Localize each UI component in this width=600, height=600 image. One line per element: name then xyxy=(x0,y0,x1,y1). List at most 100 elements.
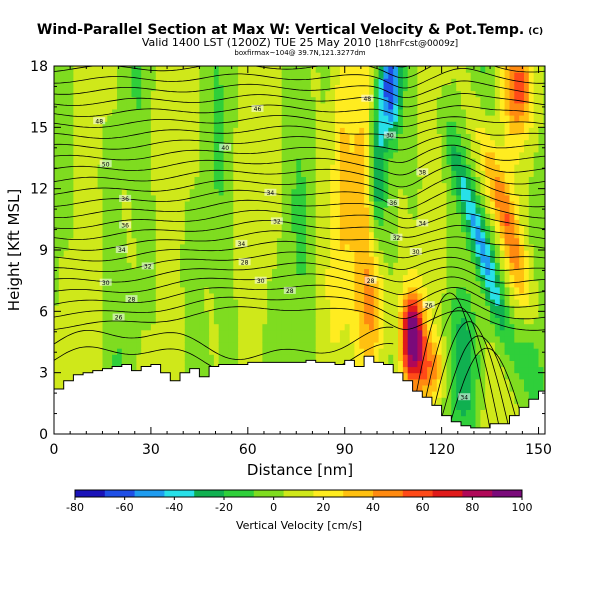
velocity-cell xyxy=(160,348,166,355)
velocity-cell xyxy=(146,231,152,239)
velocity-cell xyxy=(121,164,128,171)
velocity-cell xyxy=(339,348,346,355)
velocity-cell xyxy=(427,305,433,312)
velocity-cell xyxy=(436,335,443,343)
velocity-cell xyxy=(155,317,162,325)
velocity-cell xyxy=(378,127,384,134)
velocity-cell xyxy=(436,213,443,220)
velocity-cell xyxy=(112,170,118,177)
velocity-cell xyxy=(121,108,128,116)
velocity-cell xyxy=(446,133,452,141)
velocity-cell xyxy=(247,225,254,233)
velocity-cell xyxy=(87,164,94,171)
velocity-cell xyxy=(427,121,433,128)
velocity-cell xyxy=(417,335,423,343)
velocity-cell xyxy=(146,348,152,355)
velocity-cell xyxy=(247,280,254,288)
velocity-cell xyxy=(281,342,288,349)
velocity-cell xyxy=(417,329,423,337)
velocity-cell xyxy=(155,280,162,288)
velocity-cell xyxy=(398,225,404,233)
velocity-cell xyxy=(257,292,263,300)
velocity-cell xyxy=(180,268,186,276)
velocity-cell xyxy=(83,145,89,153)
velocity-cell xyxy=(354,243,360,251)
velocity-cell xyxy=(369,262,375,269)
velocity-cell xyxy=(281,151,288,159)
velocity-cell xyxy=(378,72,384,79)
velocity-cell xyxy=(335,311,341,318)
velocity-cell xyxy=(170,145,176,153)
velocity-cell xyxy=(78,323,84,331)
velocity-cell xyxy=(243,317,249,325)
velocity-cell xyxy=(296,194,302,202)
velocity-cell xyxy=(398,280,404,288)
velocity-cell xyxy=(73,317,79,325)
velocity-cell xyxy=(247,311,254,318)
velocity-cell xyxy=(320,342,326,349)
velocity-cell xyxy=(252,96,259,104)
velocity-cell xyxy=(252,354,259,361)
velocity-cell xyxy=(349,231,355,239)
velocity-cell xyxy=(92,170,99,177)
velocity-cell xyxy=(63,84,70,92)
velocity-cell xyxy=(335,170,341,177)
velocity-cell xyxy=(291,200,297,208)
velocity-cell xyxy=(315,329,322,337)
velocity-cell xyxy=(446,231,452,239)
velocity-cell xyxy=(325,72,331,79)
velocity-cell xyxy=(150,219,157,226)
velocity-cell xyxy=(301,182,307,190)
velocity-cell xyxy=(209,96,215,104)
velocity-cell xyxy=(276,78,283,85)
velocity-cell xyxy=(393,305,399,312)
velocity-cell xyxy=(180,102,186,110)
velocity-cell xyxy=(412,127,418,134)
velocity-cell xyxy=(417,213,423,220)
velocity-cell xyxy=(78,182,84,190)
velocity-cell xyxy=(121,342,128,349)
velocity-cell xyxy=(388,262,394,269)
velocity-cell xyxy=(276,176,283,184)
velocity-cell xyxy=(213,78,220,85)
velocity-cell xyxy=(150,200,157,208)
velocity-cell xyxy=(209,317,215,325)
velocity-cell xyxy=(301,335,307,343)
velocity-cell xyxy=(233,188,239,196)
velocity-cell xyxy=(272,115,278,122)
velocity-cell xyxy=(417,84,423,92)
velocity-cell xyxy=(247,237,254,245)
velocity-cell xyxy=(436,158,443,165)
velocity-cell xyxy=(335,299,341,306)
velocity-cell xyxy=(83,366,89,374)
velocity-cell xyxy=(112,133,118,141)
velocity-cell xyxy=(97,274,103,282)
velocity-cell xyxy=(398,256,404,263)
velocity-cell xyxy=(121,151,128,159)
velocity-cell xyxy=(233,335,239,343)
velocity-cell xyxy=(272,286,278,294)
velocity-cell xyxy=(296,299,302,306)
velocity-cell xyxy=(315,225,322,233)
velocity-cell xyxy=(373,188,380,196)
velocity-cell xyxy=(388,286,394,294)
velocity-cell xyxy=(436,127,443,134)
velocity-cell xyxy=(233,170,239,177)
velocity-cell xyxy=(315,335,322,343)
velocity-cell xyxy=(451,84,457,92)
velocity-cell xyxy=(417,311,423,318)
velocity-cell xyxy=(78,207,84,214)
velocity-cell xyxy=(58,262,65,269)
velocity-cell xyxy=(165,66,171,73)
velocity-cell xyxy=(247,78,254,85)
velocity-cell xyxy=(422,372,428,380)
velocity-cell xyxy=(228,305,234,312)
velocity-cell xyxy=(330,90,336,98)
velocity-cell xyxy=(107,121,113,128)
velocity-cell xyxy=(189,292,196,300)
velocity-cell xyxy=(218,207,225,214)
velocity-cell xyxy=(189,194,196,202)
velocity-cell xyxy=(97,299,103,306)
velocity-cell xyxy=(344,200,351,208)
velocity-cell xyxy=(383,219,389,226)
